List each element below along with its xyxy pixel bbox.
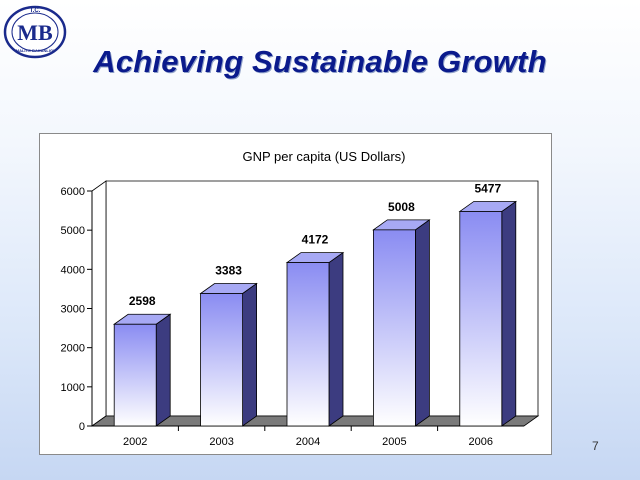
data-label-2002: 2598 [129, 294, 156, 308]
y-tick-label: 1000 [61, 382, 85, 394]
data-label-2004: 4172 [302, 233, 329, 247]
plot-side-wall [91, 180, 107, 427]
bar-chart: GNP per capita (US Dollars) 0 1000 2000 300… [61, 149, 540, 448]
bar-side-2006 [501, 200, 517, 427]
x-tick-label-2003: 2003 [209, 436, 233, 448]
logo-ring-text: MALIYE BAKANLIGI [16, 48, 54, 53]
x-tick-label-2004: 2004 [296, 436, 320, 448]
slide-title: Achieving Sustainable Growth [93, 44, 547, 79]
data-label-2005: 5008 [388, 200, 415, 214]
x-tick-label-2005: 2005 [382, 436, 406, 448]
y-tick-label: 4000 [61, 264, 85, 276]
chart-title: GNP per capita (US Dollars) [242, 149, 405, 164]
bar-2003 [200, 293, 244, 427]
y-tick-label: 5000 [61, 225, 85, 237]
bar-side-2002 [155, 313, 171, 427]
chart-container: GNP per capita (US Dollars) 0 1000 2000 300… [39, 133, 552, 455]
bar-2002 [113, 323, 157, 427]
y-tick-label: 2000 [61, 343, 85, 355]
bar-2004 [286, 262, 330, 427]
x-tick-label-2006: 2006 [469, 436, 493, 448]
bar-2006 [459, 211, 503, 427]
x-tick-label-2002: 2002 [123, 436, 147, 448]
bar-side-2004 [328, 251, 344, 427]
data-label-2006: 5477 [474, 181, 501, 195]
logo-top-text: T.C. [30, 8, 41, 14]
y-tick-label: 6000 [61, 186, 85, 198]
page-number: 7 [592, 439, 599, 453]
y-tick-label: 3000 [61, 304, 85, 316]
data-label-2003: 3383 [215, 263, 242, 277]
bar-side-2003 [242, 282, 258, 427]
bar-2005 [372, 229, 416, 427]
logo-letters: MB [17, 20, 53, 45]
ministry-logo: T.C. MB MALIYE BAKANLIGI [3, 5, 67, 59]
bar-side-2005 [414, 219, 430, 427]
y-tick-label: 0 [79, 421, 85, 433]
